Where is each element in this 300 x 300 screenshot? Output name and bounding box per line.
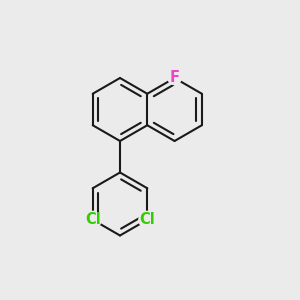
Circle shape — [168, 71, 181, 85]
Circle shape — [139, 211, 156, 228]
Text: Cl: Cl — [85, 212, 100, 227]
Text: Cl: Cl — [140, 212, 155, 227]
Text: F: F — [169, 70, 180, 86]
Circle shape — [84, 211, 101, 228]
